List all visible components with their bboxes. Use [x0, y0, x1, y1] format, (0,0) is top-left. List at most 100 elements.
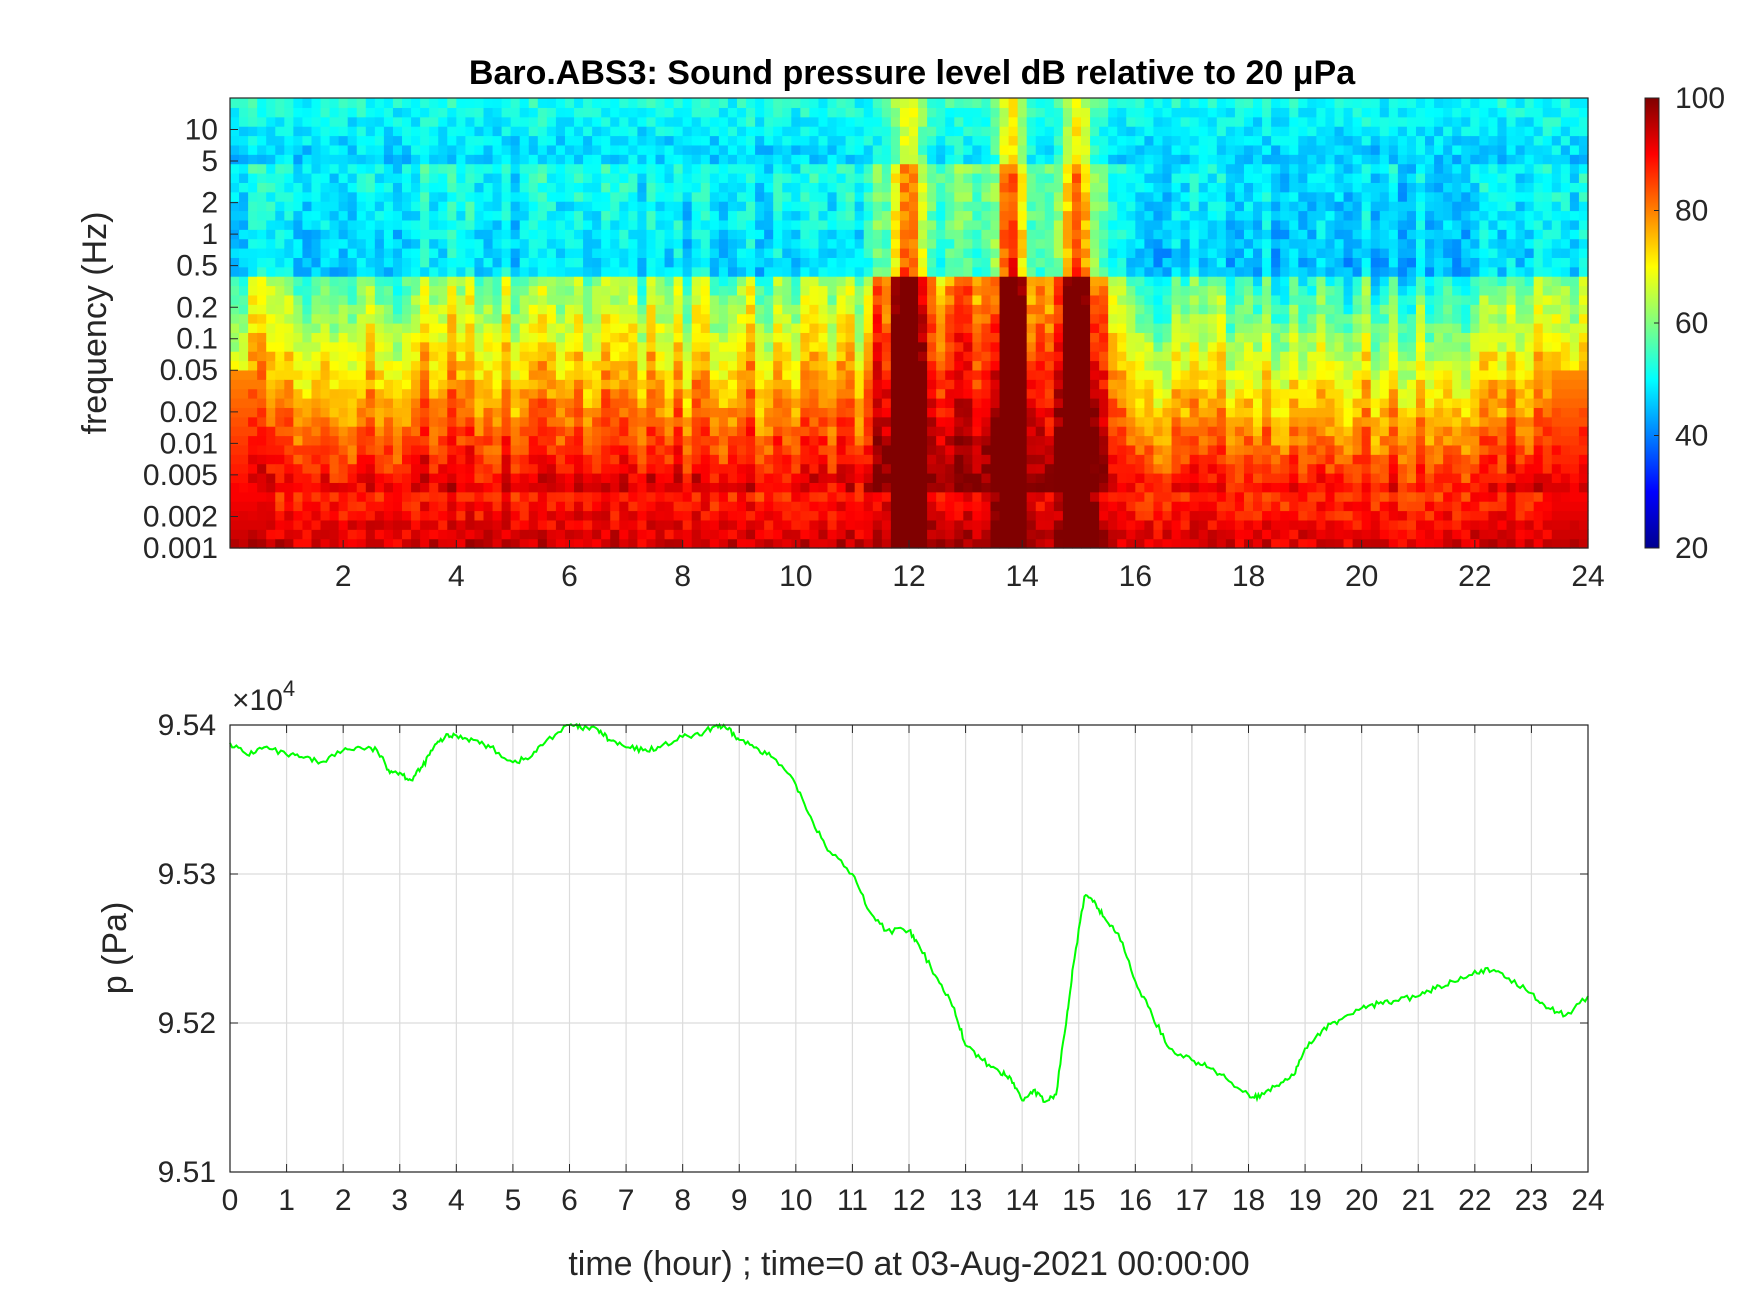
- spectrogram-cell: [655, 173, 666, 183]
- spectrogram-cell: [1035, 435, 1046, 446]
- spectrogram-cell: [510, 426, 521, 437]
- spectrogram-cell: [429, 266, 439, 277]
- spectrogram-cell: [583, 332, 593, 343]
- spectrogram-cell: [1135, 98, 1145, 108]
- spectrogram-cell: [374, 444, 385, 455]
- spectrogram-cell: [474, 201, 485, 212]
- spectrogram-cell: [465, 454, 476, 465]
- spectrogram-cell: [338, 210, 349, 221]
- spectrogram-cell: [383, 351, 394, 362]
- spectrogram-cell: [1108, 144, 1118, 155]
- spectrogram-cell: [320, 444, 331, 455]
- spectrogram-cell: [365, 388, 376, 399]
- spectrogram-cell: [275, 501, 285, 512]
- spectrogram-cell: [881, 154, 892, 165]
- spectrogram-cell: [365, 154, 376, 165]
- spectrogram-cell: [365, 144, 376, 155]
- spectrogram-cell: [646, 341, 657, 352]
- spectrogram-cell: [392, 201, 403, 212]
- spectrogram-cell: [338, 276, 349, 287]
- spectrogram-cell: [736, 407, 747, 418]
- spectrogram-cell: [836, 219, 847, 230]
- spectrogram-cell: [981, 332, 992, 343]
- spectrogram-cell: [347, 360, 358, 371]
- spectrogram-cell: [755, 126, 765, 137]
- spectrogram-cell: [890, 435, 901, 446]
- spectrogram-cell: [1153, 229, 1164, 240]
- spectrogram-cell: [275, 369, 285, 380]
- spectrogram-cell: [601, 426, 611, 437]
- spectrogram-cell: [438, 332, 448, 343]
- spectrogram-cell: [574, 107, 584, 118]
- spectrogram-cell: [999, 276, 1010, 287]
- spectrogram-cell: [411, 219, 421, 230]
- spectrogram-cell: [863, 435, 874, 446]
- spectrogram-cell: [909, 266, 919, 277]
- spectrogram-cell: [338, 341, 349, 352]
- spectrogram-cell: [230, 219, 240, 230]
- spectrogram-cell: [501, 285, 512, 296]
- spectrogram-cell: [890, 285, 901, 296]
- spectrogram-cell: [411, 323, 421, 333]
- spectrogram-cell: [456, 351, 466, 362]
- spectrogram-cell: [284, 154, 294, 165]
- spectrogram-cell: [302, 351, 313, 362]
- spectrogram-cell: [302, 519, 313, 530]
- spectrogram-cell: [230, 351, 240, 362]
- spectrogram-cell: [999, 219, 1010, 230]
- spectrogram-cell: [1026, 529, 1037, 540]
- spectrogram-cell: [483, 304, 494, 315]
- spectrogram-cell: [1117, 351, 1127, 362]
- spectrogram-cell: [1044, 416, 1055, 427]
- spectrogram-cell: [899, 294, 910, 305]
- spectrogram-cell: [981, 388, 992, 399]
- spectrogram-cell: [718, 144, 729, 155]
- spectrogram-cell: [492, 294, 503, 305]
- spectrogram-cell: [1044, 276, 1055, 287]
- spectrogram-cell: [890, 426, 901, 437]
- spectrogram-cell: [800, 304, 811, 315]
- spectrogram-cell: [257, 501, 267, 512]
- spectrogram-cell: [429, 210, 439, 221]
- spectrogram-cell: [356, 463, 367, 474]
- spectrogram-cell: [411, 529, 421, 540]
- spectrogram-cell: [610, 416, 620, 427]
- spectrogram-cell: [999, 313, 1010, 324]
- spectrogram-cell: [746, 491, 756, 502]
- spectrogram-cell: [257, 491, 267, 502]
- spectrogram-cell: [266, 135, 276, 146]
- spectrogram-cell: [1026, 154, 1037, 165]
- spectrogram-cell: [972, 191, 983, 202]
- spectrogram-cell: [637, 510, 648, 521]
- spectrogram-cell: [1044, 510, 1055, 521]
- spectrogram-cell: [474, 135, 485, 146]
- spectrogram-cell: [655, 435, 666, 446]
- spectrogram-cell: [1026, 360, 1037, 371]
- spectrogram-cell: [999, 182, 1010, 193]
- spectrogram-cell: [302, 416, 313, 427]
- spectrogram-cell: [646, 294, 657, 305]
- spectrogram-cell: [1126, 501, 1136, 512]
- spectrogram-cell: [845, 369, 856, 380]
- spectrogram-cell: [230, 341, 240, 352]
- spectrogram-cell: [438, 163, 448, 174]
- spectrogram-cell: [854, 454, 865, 465]
- spectrogram-cell: [655, 266, 666, 277]
- spectrogram-cell: [981, 248, 992, 258]
- spectrogram-cell: [456, 407, 466, 418]
- spectrogram-cell: [492, 510, 503, 521]
- spectrogram-cell: [755, 501, 765, 512]
- spectrogram-cell: [673, 407, 684, 418]
- spectrogram-cell: [383, 463, 394, 474]
- spectrogram-cell: [1135, 463, 1145, 474]
- spectrogram-cell: [619, 266, 629, 277]
- spectrogram-cell: [909, 107, 919, 118]
- spectrogram-cell: [438, 116, 448, 127]
- spectrogram-cell: [1062, 351, 1073, 362]
- spectrogram-cell: [555, 238, 566, 249]
- spectrogram-cell: [564, 388, 575, 399]
- spectrogram-cell: [257, 126, 267, 137]
- spectrogram-cell: [954, 510, 964, 521]
- spectrogram-cell: [746, 304, 756, 315]
- spectrogram-cell: [899, 351, 910, 362]
